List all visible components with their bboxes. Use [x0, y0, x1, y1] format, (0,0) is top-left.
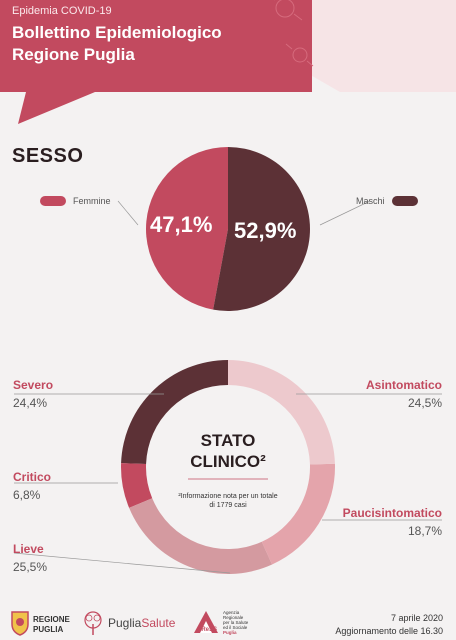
femmine-pct: 47,1% [150, 212, 213, 237]
asintomatico-slice [228, 360, 335, 465]
header-kicker: Epidemia COVID-19 [12, 5, 112, 17]
paucisintomatico-slice [261, 463, 335, 565]
brand2-b: Salute [141, 616, 176, 630]
femmine-leader-line [117, 200, 139, 226]
header-title: Bollettino Epidemiologico [12, 23, 222, 42]
aress-text-block: Agenzia Regionale per la Salute ed il So… [223, 610, 248, 635]
femmine-legend-label: Femmine [73, 196, 111, 206]
donut-center-note: ²Informazione nota per un totale di 1779… [178, 493, 278, 509]
lieve-slice [129, 498, 273, 574]
severo-slice [121, 360, 228, 465]
brand2-a: Puglia [108, 616, 142, 630]
aress-short: AReSS [197, 627, 218, 633]
regione-shield-emblem [16, 618, 24, 626]
maschi-leader-line [319, 200, 371, 226]
asintomatico-label: Asintomatico [365, 378, 442, 392]
footer-date: 7 aprile 2020 [390, 613, 443, 623]
regione-puglia-logo [11, 611, 29, 636]
aress-line1: Agenzia [223, 610, 240, 615]
regione-brand-line1: REGIONE [33, 615, 70, 624]
femmine-slice [146, 147, 228, 310]
maschi-legend-label: Maschi [356, 196, 385, 206]
critico-value: 6,8% [13, 488, 41, 502]
puglia-salute-brand: PugliaSalute [108, 616, 175, 630]
header-banner [0, 0, 456, 124]
aress-line4: ed il Sociale [223, 625, 248, 630]
lieve-value: 25,5% [13, 560, 48, 574]
paucisintomatico-value: 18,7% [407, 524, 442, 538]
sex-pie-chart [40, 147, 418, 311]
maschi-pct: 52,9% [234, 218, 297, 243]
severo-label: Severo [13, 378, 54, 392]
footer-update: Aggiornamento delle 16.30 [335, 626, 443, 636]
maschi-legend-swatch [392, 196, 418, 206]
maschi-slice [213, 147, 311, 311]
aress-line5: Puglia [223, 630, 237, 635]
critico-label: Critico [13, 470, 52, 484]
header-bg [0, 0, 312, 124]
femmine-legend-swatch [40, 196, 66, 206]
clinical-donut-chart [13, 360, 442, 574]
lieve-label: Lieve [13, 542, 44, 556]
critico-slice [121, 463, 153, 508]
aress-line2: Regionale [223, 615, 244, 620]
severo-value: 24,4% [13, 396, 48, 410]
asintomatico-value: 24,5% [407, 396, 442, 410]
paucisintomatico-label: Paucisintomatico [342, 506, 442, 520]
puglia-salute-tree-icon [84, 611, 102, 635]
aress-line3: per la Salute [223, 620, 249, 625]
virus-icon [274, 0, 314, 67]
header-subtitle: Regione Puglia [12, 45, 135, 64]
aress-logo-icon [194, 611, 218, 633]
lieve-leader-line [13, 552, 231, 574]
sex-section-title: SESSO [12, 145, 84, 167]
regione-brand-line2: PUGLIA [33, 625, 64, 634]
donut-center-title: STATO CLINICO² [190, 431, 266, 471]
